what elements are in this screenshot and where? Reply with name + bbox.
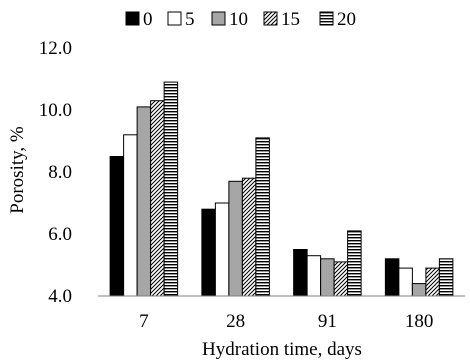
y-tick-label: 12.0 <box>39 38 72 59</box>
bar-15-day-28 <box>241 177 257 297</box>
bar-15-day-180 <box>425 267 440 297</box>
bar-20-day-91 <box>347 230 362 297</box>
bar-10-day-28 <box>228 180 243 297</box>
y-tick-label: 10.0 <box>39 100 72 121</box>
bar-20-day-28 <box>255 137 270 297</box>
bar-10-day-7 <box>136 106 152 297</box>
legend-label-5: 5 <box>185 9 195 30</box>
bar-10-day-180 <box>411 283 427 297</box>
y-tick-label: 4.0 <box>48 286 72 307</box>
bar-15-day-91 <box>333 261 349 297</box>
legend: 0 5 10 15 20 <box>125 9 356 30</box>
legend-swatch-15 <box>263 11 278 26</box>
bar-20-day-7 <box>163 81 179 297</box>
bar-0-day-7 <box>109 156 125 297</box>
x-tick-label: 180 <box>405 311 434 332</box>
y-tick-label: 8.0 <box>48 162 72 183</box>
bar-10-day-91 <box>320 258 335 297</box>
bar-5-day-7 <box>123 134 138 297</box>
x-tick-label: 91 <box>318 311 337 332</box>
legend-swatch-5 <box>167 11 182 26</box>
bar-5-day-180 <box>398 267 413 297</box>
bars-group <box>109 81 454 297</box>
legend-swatch-0 <box>125 11 140 26</box>
bar-0-day-180 <box>384 258 400 297</box>
y-axis-title: Porosity, % <box>7 126 28 214</box>
legend-swatch-20 <box>319 11 334 26</box>
labels-group: 4.0 6.0 8.0 10.0 12.0 7 28 91 180 Hydration time,… <box>7 38 433 360</box>
x-tick-label: 7 <box>139 311 149 332</box>
bar-0-day-28 <box>201 208 216 297</box>
legend-label-0: 0 <box>143 9 153 30</box>
legend-label-15: 15 <box>281 9 300 30</box>
bar-20-day-180 <box>438 258 454 297</box>
bar-5-day-28 <box>214 202 230 297</box>
bar-5-day-91 <box>306 255 322 297</box>
bar-0-day-91 <box>293 249 308 297</box>
legend-label-20: 20 <box>337 9 356 30</box>
x-axis-title: Hydration time, days <box>202 339 362 360</box>
x-tick-label: 28 <box>226 311 245 332</box>
legend-label-10: 10 <box>229 9 248 30</box>
y-tick-label: 6.0 <box>48 224 72 245</box>
legend-swatch-10 <box>211 11 226 26</box>
bar-15-day-7 <box>150 100 165 297</box>
